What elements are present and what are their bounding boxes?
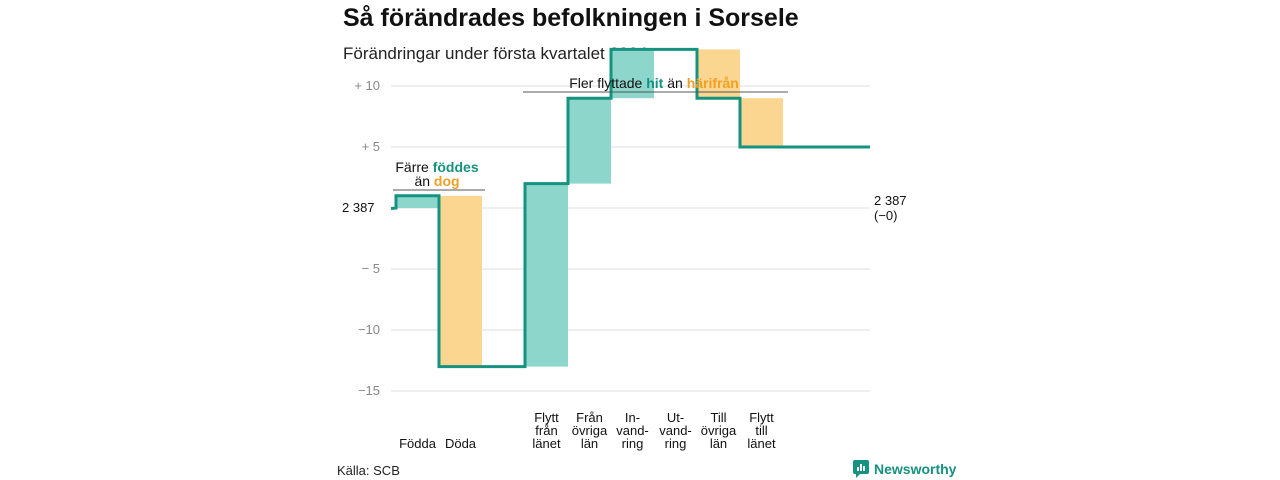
- category-label: övriga: [572, 423, 608, 438]
- annotation-births-deaths-line2: än dog: [414, 173, 459, 189]
- y-tick-label: − 5: [362, 261, 380, 276]
- y-tick-label: −10: [358, 322, 380, 337]
- annotation-part: härifrån: [687, 75, 739, 91]
- category-label: från: [535, 423, 557, 438]
- category-label: länet: [747, 436, 776, 451]
- category-label: länet: [532, 436, 561, 451]
- source-note: Källa: SCB: [337, 463, 400, 478]
- waterfall-bar: [740, 98, 783, 147]
- category-label: vand-: [659, 423, 692, 438]
- category-label: ring: [622, 436, 644, 451]
- category-label: län: [710, 436, 727, 451]
- y-tick-label: + 5: [362, 139, 380, 154]
- y-tick-label: + 10: [354, 78, 380, 93]
- waterfall-bar: [697, 49, 740, 99]
- category-label: län: [581, 436, 598, 451]
- chart-title: Så förändrades befolkningen i Sorsele: [343, 4, 799, 32]
- waterfall-bar: [396, 195, 439, 208]
- waterfall-bar: [611, 49, 654, 99]
- annotation-part: föddes: [433, 159, 479, 175]
- end-change-label: (−0): [874, 208, 897, 223]
- category-label: Från: [576, 410, 603, 425]
- category-label: Födda: [399, 436, 437, 451]
- waterfall-bar: [439, 195, 482, 367]
- category-label: Ut-: [667, 410, 684, 425]
- category-label: ring: [665, 436, 687, 451]
- newsworthy-logo-icon: [853, 460, 869, 478]
- brand-name: Newsworthy: [874, 461, 957, 477]
- category-label: övriga: [701, 423, 737, 438]
- annotation-part: än: [663, 75, 686, 91]
- waterfall-bar: [525, 183, 568, 367]
- waterfall-bar: [568, 98, 611, 184]
- category-label: Till: [710, 410, 726, 425]
- annotation-part: Fler flyttade: [569, 75, 646, 91]
- category-label: Döda: [445, 436, 477, 451]
- annotation-births-deaths: Färre föddes: [395, 159, 478, 175]
- chart-subtitle: Förändringar under första kvartalet 2024: [343, 44, 648, 63]
- category-label: In-: [625, 410, 640, 425]
- annotation-migration: Fler flyttade hit än härifrån: [569, 75, 739, 91]
- annotation-part: hit: [646, 75, 663, 91]
- cumulative-step-line: [390, 47, 870, 369]
- brand-logo[interactable]: Newsworthy: [853, 460, 956, 478]
- category-label: vand-: [616, 423, 649, 438]
- annotation-part: Färre: [395, 159, 432, 175]
- y-tick-label: −15: [358, 383, 380, 398]
- start-value-label: 2 387: [342, 200, 375, 215]
- category-label: Flytt: [749, 410, 774, 425]
- annotation-part: dog: [434, 173, 460, 189]
- category-label: Flytt: [534, 410, 559, 425]
- annotation-part: än: [414, 173, 433, 189]
- end-value-label: 2 387: [874, 193, 907, 208]
- category-label: till: [755, 423, 767, 438]
